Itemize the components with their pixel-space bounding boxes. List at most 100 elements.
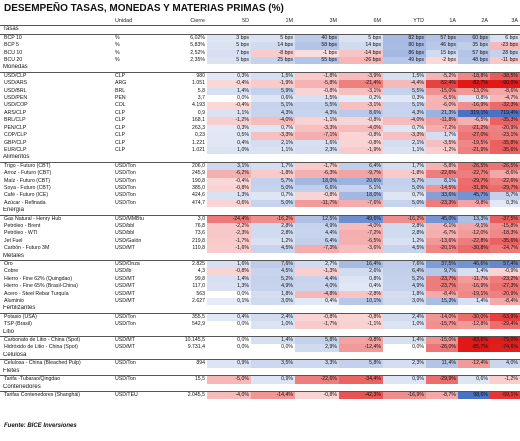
row-close: 3,0 — [197, 215, 205, 222]
row-value: 0,8% — [458, 95, 490, 103]
row-value: 5,1% — [339, 184, 383, 193]
row-close: 2.045,5 — [187, 391, 205, 398]
row-value: -0,8% — [339, 132, 383, 140]
row-close: 4.193 — [192, 102, 205, 109]
row-close: 894 — [196, 360, 205, 367]
row-value: 6 bps — [490, 34, 520, 43]
row-value: 0,0% — [237, 321, 249, 328]
row-value: 0,6% — [251, 95, 295, 103]
row-value: 4,0% — [490, 359, 520, 368]
row-value: -5,8% — [295, 80, 339, 88]
row-value: 1,3% — [207, 192, 251, 200]
row-value: -20,9% — [490, 290, 520, 299]
table-row: Soya - Futuro (CBT) USD/Ton 385,0 -0,8% 5,0%… — [0, 184, 520, 193]
row-name: BCU 10 — [4, 49, 23, 56]
table-row: ARS/CLP CLP 0,9 1,1% 4,3% 4,3% 8,6% 4,3% 21,3% 31… — [0, 109, 520, 118]
row-name: Petróleo - WTI — [4, 230, 38, 237]
row-value: -0,6% — [207, 199, 251, 208]
row-value: -21,9% — [458, 146, 490, 155]
row-value: -0,8% — [295, 313, 339, 322]
row-value: -26,5% — [458, 162, 490, 171]
row-value: -11,8% — [426, 117, 458, 125]
row-name: Soya - Futuro (CBT) — [4, 184, 51, 191]
row-value: 5,0% — [251, 184, 295, 193]
row-value: -1,2% — [207, 117, 251, 125]
row-value: -1,7% — [295, 321, 339, 329]
row-value: 5,2% — [383, 275, 426, 284]
row-value: -19,5% — [458, 139, 490, 147]
row-close: 73,6 — [194, 230, 205, 237]
row-value: 3,5% — [251, 359, 295, 368]
row-value: 80 bps — [383, 42, 426, 50]
row-unit: COL — [115, 102, 126, 109]
row-value: 25 bps — [251, 57, 295, 65]
row-value: -1,1% — [295, 117, 339, 125]
table-row: COP/CLP CLP 0,23 0,5% -3,3% -7,1% -0,8% -3,3% 1,… — [0, 132, 520, 140]
section-header: Alimentos — [0, 154, 520, 163]
row-value: 4,5% — [251, 245, 295, 253]
row-close: 3,7 — [197, 95, 205, 102]
row-value: -30,0% — [458, 313, 490, 322]
row-value: 8,6% — [339, 109, 383, 118]
row-value: -23,7% — [426, 283, 458, 291]
row-value: 21,3% — [426, 109, 458, 118]
row-value: -23,1% — [490, 132, 520, 140]
row-value: -7,6% — [339, 199, 383, 208]
row-value: -0,4% — [207, 80, 251, 88]
row-close: 110,8 — [192, 245, 205, 252]
table-row: BCU 20% 2,35% 5 bps 25 bps 55 bps -26 bps 49 b… — [0, 57, 520, 65]
row-value: 57,4% — [490, 260, 520, 269]
row-value: 2,4% — [383, 313, 426, 322]
section-header: Contenedores — [0, 383, 520, 392]
row-value: -12,8% — [458, 321, 490, 329]
row-value: 5,0% — [251, 199, 295, 208]
row-close: 76,8 — [194, 222, 205, 229]
row-value: -27,0% — [458, 132, 490, 140]
row-value: 1,1% — [251, 146, 295, 155]
table-row: Hidróxido de Litio - China (Spot) USD/MT 9… — [0, 344, 520, 352]
row-value: 58 bps — [295, 42, 339, 50]
row-value: -4,8% — [295, 290, 339, 299]
row-value: 82 bps — [383, 34, 426, 43]
row-value: -14,4% — [251, 391, 295, 400]
row-value: -3,1% — [339, 102, 383, 110]
row-value: 18,0% — [295, 177, 339, 185]
row-value: -15,0% — [426, 336, 458, 345]
row-value: -1,3% — [295, 268, 339, 276]
row-value: -4,0% — [339, 222, 383, 231]
row-value: 1,4% — [458, 268, 490, 276]
row-value: -6,0% — [426, 102, 458, 110]
row-value: -8,4% — [490, 298, 520, 306]
row-unit: USD/Ton — [115, 376, 136, 383]
row-value: -22,6% — [295, 375, 339, 384]
column-header: 5D — [207, 18, 251, 27]
row-value: -4,0% — [383, 117, 426, 125]
table-row: Arroz - Futuro (CBT) USD/Ton 245,9 -6,2% -1,… — [0, 170, 520, 178]
table-row: TSP (Brasil) USD/Ton 542,9 0,0% 1,0% -1,7% -1,… — [0, 321, 520, 329]
row-value: 2,3% — [383, 359, 426, 368]
row-close: 474,7 — [192, 199, 205, 206]
row-close: 0,23 — [194, 132, 205, 139]
row-value: 0,2% — [339, 95, 383, 103]
row-close: 6,02% — [190, 34, 205, 41]
row-value: 0,3% — [490, 199, 520, 208]
row-value: -4,4% — [383, 80, 426, 88]
row-value: -4,7% — [490, 95, 520, 103]
row-value: -6,1% — [426, 222, 458, 231]
row-value: 11,4% — [426, 359, 458, 368]
row-name: USD/COP — [4, 102, 28, 109]
row-value: -85,7% — [458, 344, 490, 352]
row-value: 0,4% — [207, 313, 251, 322]
row-name: Hidróxido de Litio - China (Spot) — [4, 344, 78, 351]
row-value: 14 bps — [251, 42, 295, 50]
table-row: Carbonato de Litio - China (Spot) USD/MT 1… — [0, 336, 520, 345]
row-value: 15 bps — [426, 49, 458, 58]
row-value: 0,4% — [207, 139, 251, 147]
row-value: -35,6% — [490, 237, 520, 246]
row-value: -13,0% — [458, 87, 490, 96]
row-unit: CLP — [115, 117, 126, 124]
section-header: Celulosa — [0, 351, 520, 361]
row-unit: USD/MT — [115, 344, 135, 351]
row-value: -1,8% — [383, 170, 426, 178]
row-name: BCP 10 — [4, 34, 22, 41]
